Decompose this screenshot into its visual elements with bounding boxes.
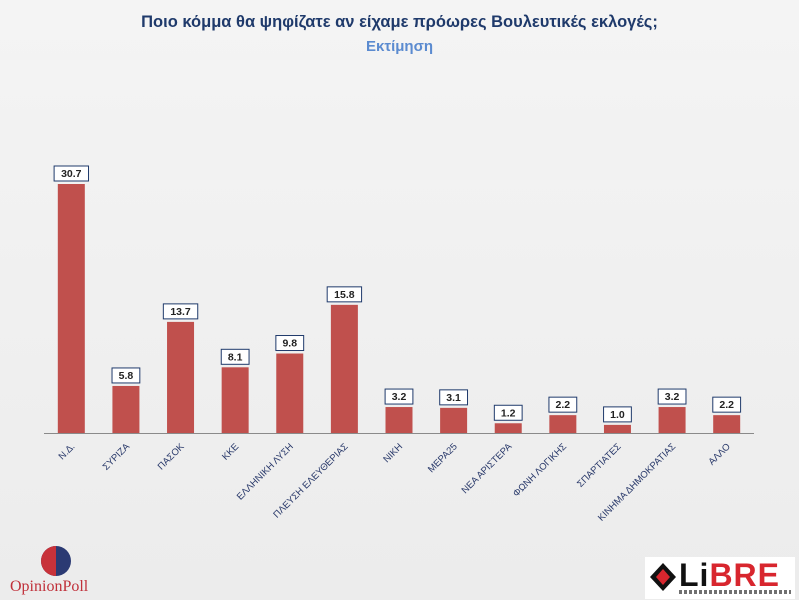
- data-label: 9.8: [282, 338, 297, 350]
- libre-logo: LiBRE: [645, 557, 795, 599]
- data-label: 1.2: [501, 407, 516, 419]
- category-label: ΦΩΝΗ ΛΟΓΙΚΗΣ: [511, 441, 569, 499]
- data-label-box: [603, 406, 632, 423]
- data-label: 13.7: [170, 306, 191, 318]
- opinionpoll-logo-text: OpinionPoll: [10, 578, 89, 595]
- bar: [385, 407, 413, 433]
- data-label-box: [53, 165, 90, 182]
- bar: [549, 415, 577, 433]
- data-label: 30.7: [61, 168, 82, 180]
- data-label-box: [712, 396, 742, 413]
- bar: [494, 423, 522, 433]
- category-label: ΚΚΕ: [220, 441, 241, 462]
- libre-logo-text: LiBRE: [679, 557, 780, 593]
- bar: [713, 415, 741, 433]
- data-label: 3.1: [446, 392, 461, 404]
- category-label: ΜΕΡΑ25: [426, 441, 460, 475]
- libre-logo-icon: [650, 563, 676, 591]
- bar: [276, 353, 304, 433]
- data-label-box: [384, 388, 414, 405]
- bar: [658, 407, 686, 433]
- data-label-box: [439, 389, 469, 406]
- bar: [440, 407, 468, 433]
- category-label: ΠΑΣΟΚ: [156, 441, 187, 472]
- bar: [330, 304, 358, 433]
- bar: [112, 385, 140, 433]
- data-label: 2.2: [556, 399, 571, 411]
- data-label-box: [220, 348, 250, 365]
- data-label: 3.2: [392, 391, 407, 403]
- data-label-box: [657, 388, 687, 405]
- data-label: 8.1: [228, 351, 243, 363]
- category-label: ΑΛΛΟ: [706, 441, 732, 467]
- data-label-box: [162, 303, 199, 320]
- opinionpoll-logo: OpinionPoll: [10, 543, 110, 598]
- data-label: 3.2: [665, 391, 680, 403]
- category-label: ΕΛΛΗΝΙΚΗ ΛΥΣΗ: [235, 441, 296, 502]
- data-label-box: [326, 286, 363, 303]
- chart-subtitle: Εκτίμηση: [366, 38, 433, 55]
- category-label: ΣΥΡΙΖΑ: [101, 441, 133, 473]
- data-label: 1.0: [610, 409, 625, 421]
- data-label: 5.8: [119, 370, 134, 382]
- category-label: ΝΙΚΗ: [381, 441, 405, 465]
- data-label-box: [275, 335, 305, 352]
- data-label: 15.8: [334, 289, 355, 301]
- category-label: Ν.Δ.: [57, 441, 78, 462]
- opinionpoll-logo-icon: [41, 546, 71, 576]
- libre-tagline: [679, 590, 791, 594]
- bar: [221, 367, 249, 433]
- data-label: 2.2: [719, 399, 734, 411]
- data-label-box: [111, 367, 141, 384]
- category-label: ΝΕΑ ΑΡΙΣΤΕΡΑ: [460, 441, 515, 496]
- bar: [167, 321, 195, 433]
- bar: [603, 424, 631, 433]
- bar: [57, 184, 85, 433]
- data-label-box: [493, 404, 523, 421]
- category-label: ΣΠΑΡΤΙΑΤΕΣ: [575, 441, 624, 490]
- chart-title: Ποιο κόμμα θα ψηφίζατε αν είχαμε πρόωρες…: [141, 13, 658, 31]
- data-label-box: [548, 396, 578, 413]
